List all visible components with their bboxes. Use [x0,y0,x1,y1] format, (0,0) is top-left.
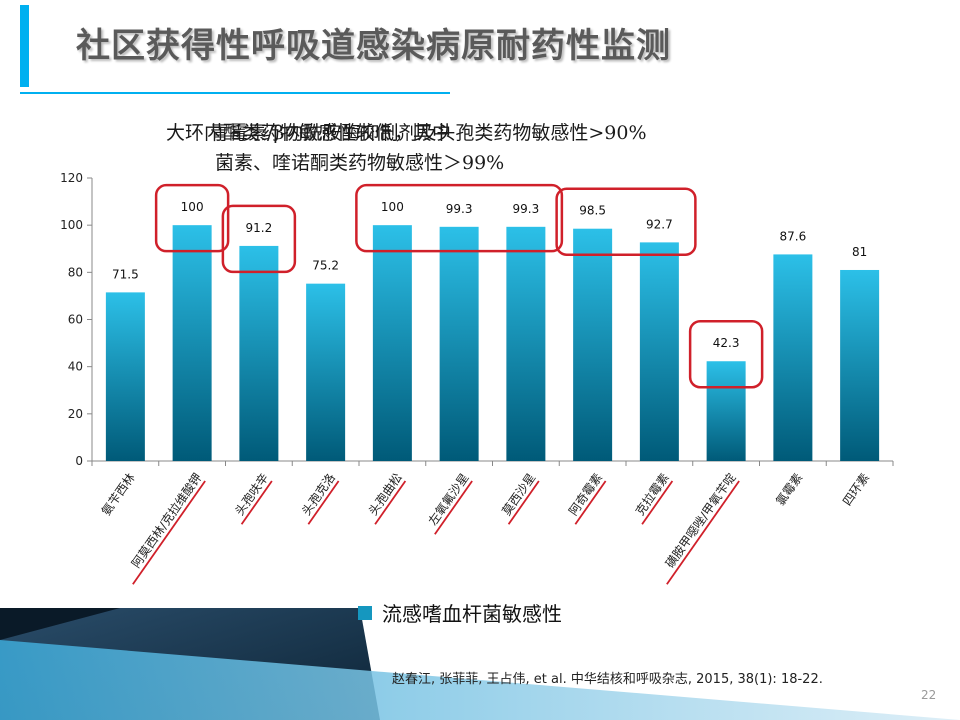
x-tick-label: 磺胺甲噁唑/甲氧苄啶 [663,471,739,571]
data-label: 42.3 [713,336,740,350]
category-underline [307,480,340,525]
highlight-box [555,187,697,256]
y-tick-label: 60 [68,313,83,327]
y-tick-label: 100 [60,218,83,232]
data-label: 87.6 [780,229,807,243]
data-label: 99.3 [446,202,473,216]
y-tick-label: 20 [68,407,83,421]
data-label: 75.2 [312,259,339,273]
bar [172,225,212,461]
x-tick-label: 氯霉素 [773,471,805,509]
bar-chart: 0 20 40 60 80 100 120 71.5 100 91.2 75.2 100 99.3 99.… [60,171,894,585]
data-label: 81 [852,245,867,259]
data-label: 92.7 [646,217,673,231]
slide-title: 社区获得性呼吸道感染病原耐药性监测 [76,26,671,66]
category-underline [374,480,407,525]
y-tick-label: 120 [60,171,83,185]
bar [639,242,679,461]
category-underline [641,480,674,525]
title-accent-bar [20,5,29,87]
bar [372,225,412,461]
category-underline [666,480,740,585]
data-label: 99.3 [513,202,540,216]
bar [773,254,813,461]
data-label: 100 [181,200,204,214]
data-label: 71.5 [112,267,139,281]
category-underline [240,480,273,525]
highlight-box [221,204,297,274]
bar [306,283,346,461]
y-tick-label: 40 [68,360,83,374]
y-tick-label: 80 [68,265,83,279]
highlight-box [355,183,564,253]
caption-line-1: 大环内酯类药物敏感性较低，其中 [166,122,452,144]
bar [506,226,546,461]
legend: 流感嗜血杆菌敏感性 [358,598,562,627]
data-label: 100 [381,200,404,214]
highlight-box [688,319,764,389]
legend-swatch [358,605,372,620]
caption-line-2: 青霉素/β内酰胺酶抑制剂及头孢类药物敏感性>90% [210,122,647,144]
legend-label: 流感嗜血杆菌敏感性 [382,602,562,626]
x-tick-label: 四环素 [840,471,872,509]
y-tick-label: 0 [75,454,83,468]
bar [439,226,479,461]
x-tick-label: 左氧氟沙星 [425,470,472,528]
bar [573,228,613,461]
bar [105,292,145,461]
x-tick-label: 氨苄西林 [99,471,138,518]
page-number: 22 [921,688,937,702]
caption-line-3: 菌素、喹诺酮类药物敏感性＞99% [215,152,505,174]
data-label: 98.5 [579,204,606,218]
bar [239,245,279,461]
category-underline [132,480,206,585]
x-tick-label: 阿莫西林/克拉维酸钾 [128,470,205,570]
category-underline [434,480,473,535]
category-underline [507,480,540,525]
bar [706,361,746,461]
highlight-box [154,183,230,253]
data-label: 91.2 [246,221,273,235]
category-underline [574,480,607,525]
bar [840,269,880,461]
title-rule [20,92,450,94]
citation: 赵春江, 张菲菲, 王占伟, et al. 中华结核和呼吸杂志, 2015, 3… [392,672,823,687]
